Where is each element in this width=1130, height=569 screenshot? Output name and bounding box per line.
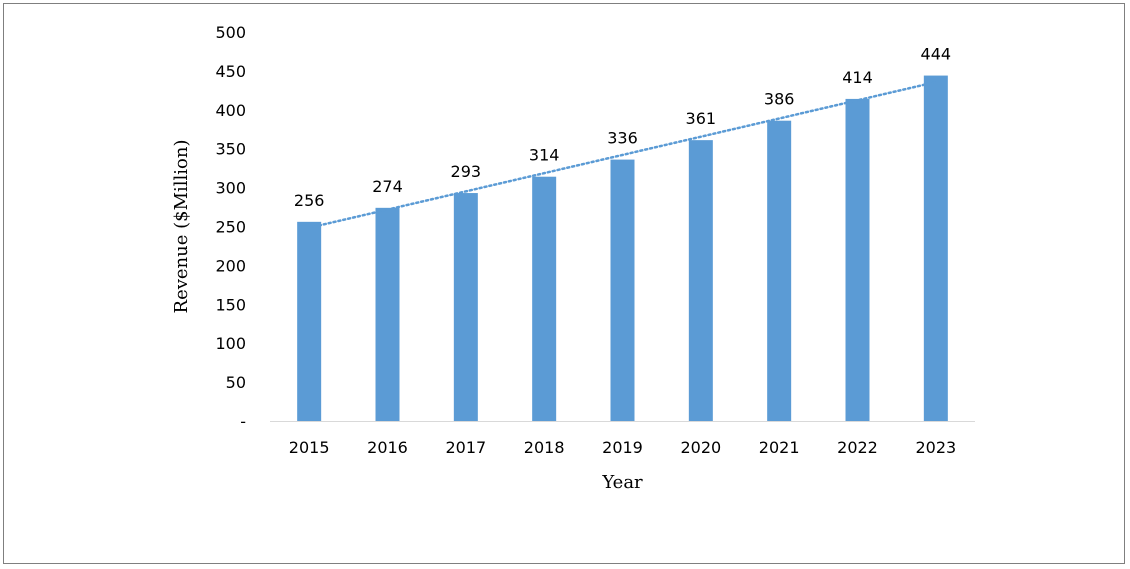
x-axis-ticks: 2015 2016 2017 2018 2019 2020 2021 2022 2023 bbox=[289, 438, 956, 457]
bar-data-label: 256 bbox=[294, 191, 325, 210]
y-axis-ticks: - 50 100 150 200 250 300 350 400 450 500 bbox=[215, 23, 246, 431]
x-axis-title: Year bbox=[601, 472, 643, 493]
y-tick-label: 150 bbox=[215, 295, 246, 314]
bar-data-label: 336 bbox=[607, 129, 638, 148]
x-tick-label: 2016 bbox=[367, 438, 408, 457]
y-tick-label: 100 bbox=[215, 334, 246, 353]
y-axis-title: Revenue ($Million) bbox=[171, 140, 192, 314]
bar-data-label: 386 bbox=[764, 90, 795, 109]
bar bbox=[532, 176, 557, 421]
y-tick-label: 350 bbox=[215, 140, 246, 159]
bar-data-label: 444 bbox=[921, 45, 952, 64]
bar-data-label: 414 bbox=[842, 68, 873, 87]
data-labels: 256 274 293 314 336 361 386 414 444 bbox=[294, 45, 951, 210]
bar bbox=[610, 159, 635, 422]
bar bbox=[297, 221, 322, 421]
bar bbox=[845, 98, 870, 422]
x-tick-label: 2019 bbox=[602, 438, 643, 457]
x-tick-label: 2023 bbox=[915, 438, 956, 457]
y-tick-label: 200 bbox=[215, 256, 246, 275]
y-tick-label: - bbox=[240, 412, 246, 431]
x-tick-label: 2021 bbox=[759, 438, 800, 457]
y-tick-label: 400 bbox=[215, 101, 246, 120]
bar bbox=[923, 75, 948, 422]
bar-data-label: 274 bbox=[372, 177, 403, 196]
y-tick-label: 500 bbox=[215, 23, 246, 42]
x-tick-label: 2022 bbox=[837, 438, 878, 457]
bar bbox=[375, 207, 400, 421]
y-tick-label: 50 bbox=[226, 373, 246, 392]
bars bbox=[297, 75, 948, 422]
bar-data-label: 314 bbox=[529, 146, 560, 165]
y-tick-label: 450 bbox=[215, 62, 246, 81]
trendline bbox=[307, 80, 938, 230]
bar bbox=[767, 120, 792, 421]
x-tick-label: 2018 bbox=[524, 438, 565, 457]
bar-data-label: 361 bbox=[686, 109, 717, 128]
x-tick-label: 2020 bbox=[680, 438, 721, 457]
y-tick-label: 300 bbox=[215, 179, 246, 198]
bar bbox=[688, 140, 713, 421]
bar-data-label: 293 bbox=[451, 162, 482, 181]
y-tick-label: 250 bbox=[215, 218, 246, 237]
x-tick-label: 2017 bbox=[445, 438, 486, 457]
x-tick-label: 2015 bbox=[289, 438, 330, 457]
bar bbox=[453, 193, 478, 421]
